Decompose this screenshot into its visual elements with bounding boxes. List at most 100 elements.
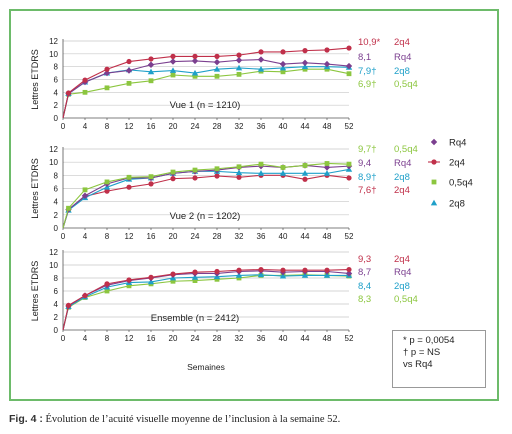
end-value-label: 7,6†: [358, 185, 377, 196]
x-tick-label: 52: [345, 334, 354, 343]
data-point: [431, 179, 437, 185]
y-tick-label: 12: [49, 248, 58, 257]
data-point: [257, 170, 265, 176]
data-point: [147, 61, 155, 68]
data-point: [65, 302, 72, 308]
x-tick-label: 28: [213, 122, 222, 131]
data-point: [213, 58, 221, 66]
data-point: [346, 266, 352, 273]
data-point: [280, 69, 286, 75]
data-point: [82, 292, 88, 299]
data-point: [280, 165, 286, 170]
x-tick-label: 32: [235, 122, 244, 131]
end-value-label: 8,4: [358, 281, 371, 292]
data-point: [103, 69, 111, 77]
legend-label: Rq4: [449, 138, 466, 149]
x-tick-label: 4: [83, 232, 88, 241]
data-point: [170, 53, 176, 60]
data-point: [301, 59, 309, 67]
y-tick-label: 10: [49, 50, 58, 59]
data-point: [301, 170, 309, 176]
data-point: [258, 161, 264, 167]
data-point: [126, 174, 132, 180]
x-tick-label: 40: [279, 334, 288, 343]
panel-title: Ensemble (n = 2412): [151, 313, 239, 324]
series-Rq4: [62, 56, 353, 119]
data-point: [126, 80, 132, 86]
data-point: [82, 77, 88, 83]
x-tick-label: 20: [169, 122, 178, 131]
y-tick-label: 12: [49, 37, 58, 46]
legend-item: 0,5q4: [431, 178, 473, 189]
x-tick-label: 28: [213, 232, 222, 241]
end-value-label: 10,9*: [358, 37, 380, 48]
end-value-label: 9,7†: [358, 144, 377, 155]
data-point: [430, 199, 438, 206]
caption-text: Évolution de l’acuité visuelle moyenne d…: [45, 414, 341, 425]
figure-frame: [9, 9, 499, 401]
data-point: [235, 57, 243, 64]
y-axis-label: Lettres ETDRS: [30, 261, 40, 322]
data-point: [279, 272, 287, 279]
data-point: [257, 271, 265, 278]
data-point: [431, 159, 437, 165]
data-point: [192, 175, 198, 181]
x-tick-label: 44: [301, 122, 310, 131]
y-tick-label: 2: [54, 211, 59, 220]
end-group-label: Rq4: [394, 158, 411, 169]
data-point: [235, 272, 243, 278]
data-point: [191, 57, 199, 65]
y-tick-label: 10: [49, 158, 58, 167]
legend-item: 2q8: [430, 199, 465, 210]
end-value-label: 8,9†: [358, 172, 377, 183]
y-tick-label: 8: [54, 63, 59, 72]
y-tick-label: 0: [54, 326, 59, 335]
data-point: [257, 56, 265, 63]
x-tick-label: 4: [83, 122, 88, 131]
data-point: [324, 47, 330, 53]
y-tick-label: 2: [54, 101, 59, 110]
data-point: [126, 283, 132, 289]
legend-item: 2q4: [428, 158, 465, 169]
data-point: [214, 276, 220, 282]
end-value-label: 9,4: [358, 158, 371, 169]
data-point: [213, 66, 221, 72]
data-point: [148, 181, 154, 187]
x-tick-label: 20: [169, 334, 178, 343]
y-axis-label: Lettres ETDRS: [30, 49, 40, 110]
x-tick-label: 32: [235, 334, 244, 343]
data-point: [257, 66, 265, 72]
data-point: [302, 48, 308, 54]
x-tick-label: 16: [147, 232, 156, 241]
data-point: [126, 58, 132, 65]
x-tick-label: 0: [61, 232, 66, 241]
data-point: [346, 161, 352, 167]
panel-title: Vue 1 (n = 1210): [170, 100, 241, 111]
data-point: [236, 71, 242, 77]
data-point: [147, 278, 155, 285]
data-point: [170, 176, 176, 182]
data-point: [214, 268, 220, 275]
data-point: [236, 267, 242, 273]
data-point: [323, 60, 331, 68]
x-tick-label: 52: [345, 232, 354, 241]
data-point: [280, 49, 286, 55]
data-point: [280, 267, 286, 273]
end-group-label: 2q8: [394, 281, 410, 292]
data-point: [191, 69, 199, 76]
end-value-label: 7,9†: [358, 66, 377, 77]
data-point: [125, 67, 133, 74]
end-group-label: Rq4: [394, 52, 411, 63]
data-point: [346, 45, 352, 51]
x-tick-label: 40: [279, 232, 288, 241]
x-tick-label: 48: [323, 334, 332, 343]
data-point: [345, 62, 353, 70]
legend-label: 2q4: [449, 158, 465, 169]
end-value-label: 8,7: [358, 267, 371, 278]
panel-title: Vue 2 (n = 1202): [170, 211, 241, 222]
end-group-label: 2q8: [394, 66, 410, 77]
x-tick-label: 12: [125, 232, 134, 241]
y-tick-label: 6: [54, 185, 59, 194]
